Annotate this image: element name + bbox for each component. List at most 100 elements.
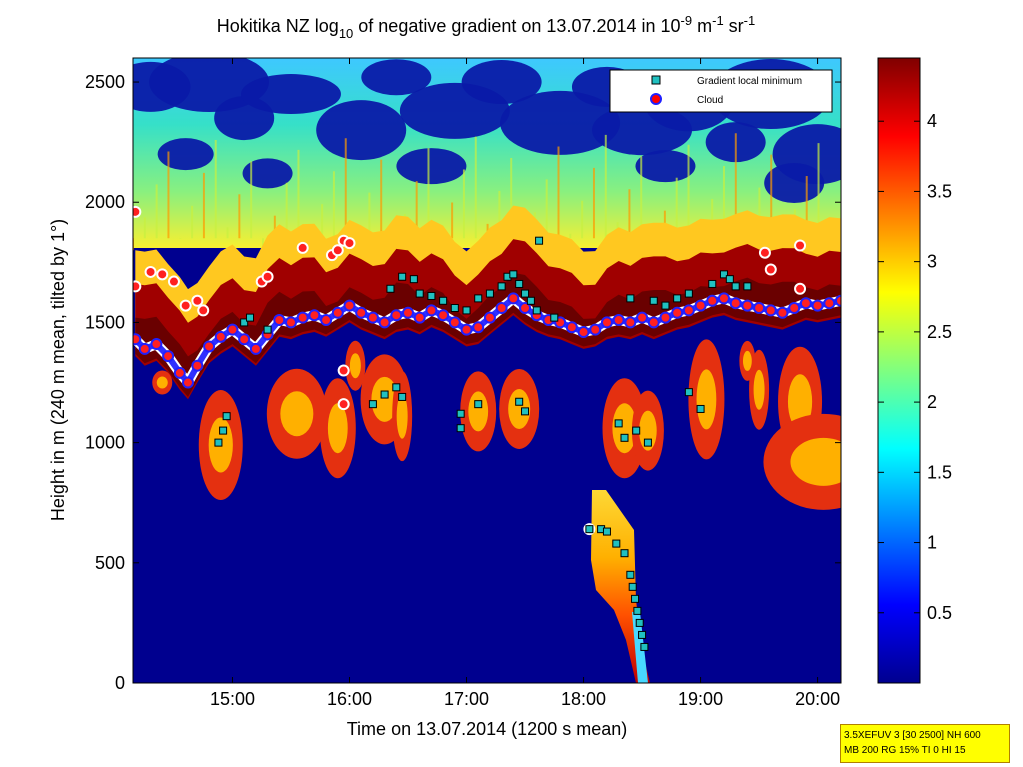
x-tick-label: 15:00 [210, 689, 255, 709]
y-tick-label: 1500 [85, 312, 125, 332]
low-cloud-patch-core [396, 393, 408, 439]
gradient-minimum-marker [535, 236, 544, 245]
cloud-marker [682, 304, 695, 317]
colorbar-tick-label: 3 [927, 252, 937, 272]
gradient-minimum-marker [612, 539, 621, 548]
info-line-2: MB 200 RG 15% TI 0 HI 15 [844, 745, 966, 756]
low-cloud-patch-core [156, 376, 168, 389]
gradient-minimum-marker [368, 400, 377, 409]
cloud-marker [296, 311, 309, 324]
gradient-minimum-marker [439, 296, 448, 305]
gradient-minimum-marker [450, 304, 459, 312]
cloud-marker [647, 316, 660, 329]
cloud-marker [182, 376, 195, 389]
y-tick-label: 2000 [85, 192, 125, 212]
x-tick-label: 20:00 [795, 689, 840, 709]
cloud-marker [741, 299, 754, 312]
cloud-marker [179, 299, 192, 312]
low-cloud-patch-core [639, 410, 657, 451]
cloud-marker [203, 340, 216, 353]
title-sub: 10 [339, 26, 353, 41]
title-pre: Hokitika NZ log [217, 16, 339, 36]
low-cloud-patch-core [468, 391, 489, 432]
gradient-minimum-marker [626, 294, 635, 303]
cloud-marker [378, 316, 391, 329]
legend-circle-marker [650, 93, 662, 105]
cloud-marker [823, 297, 836, 310]
gradient-minimum-marker [456, 424, 465, 433]
cloud-marker [811, 299, 824, 312]
x-tick-label: 17:00 [444, 689, 489, 709]
dark-patch [500, 90, 621, 155]
plume-tail [632, 612, 648, 683]
colorbar-tick-label: 1 [927, 533, 937, 553]
gradient-minimum-marker [708, 279, 717, 288]
cloud-marker [273, 314, 286, 327]
cloud-marker [337, 364, 350, 377]
y-tick-label: 500 [95, 553, 125, 573]
gradient-minimum-marker [719, 270, 728, 279]
cloud-marker [659, 311, 672, 324]
cloud-marker [390, 309, 403, 322]
gradient-minimum-marker [640, 642, 649, 651]
colorbar-tick-label: 2.5 [927, 322, 952, 342]
cloud-marker [624, 316, 637, 329]
gradient-minimum-marker [631, 594, 640, 603]
cloud-marker [706, 294, 719, 307]
legend-label-gradient: Gradient local minimum [697, 76, 802, 87]
gradient-minimum-marker [456, 409, 465, 418]
gradient-minimum-marker [635, 618, 644, 627]
cloud-marker [343, 237, 356, 250]
gradient-minimum-marker [638, 630, 647, 639]
cloud-marker [138, 342, 151, 355]
gradient-minimum-marker [474, 400, 483, 409]
cloud-marker [284, 316, 297, 329]
gradient-minimum-markers [214, 236, 752, 651]
dark-patch [396, 148, 467, 185]
title-sr: sr [724, 16, 744, 36]
cloud-marker [331, 306, 344, 319]
low-cloud-patch-core [349, 353, 361, 379]
gradient-minimum-marker [743, 282, 752, 291]
cloud-marker [133, 333, 142, 346]
cloud-marker [437, 309, 450, 322]
gradient-minimum-marker [521, 407, 530, 416]
cloud-marker [343, 299, 356, 312]
cloud-marker [589, 323, 602, 336]
low-cloud-patch-core [508, 388, 531, 429]
gradient-minimum-marker [532, 306, 541, 315]
title-exp2: -1 [712, 13, 724, 28]
dark-patch [157, 138, 214, 171]
gradient-minimum-marker [661, 301, 670, 310]
gradient-minimum-marker [628, 582, 637, 591]
cloud-marker [717, 292, 730, 305]
cloud-marker [600, 316, 613, 329]
legend: Gradient local minimum Cloud [609, 69, 833, 113]
cloud-marker [612, 314, 625, 327]
cloud-marker [729, 297, 742, 310]
cloud-marker [261, 270, 274, 283]
title-exp3: -1 [744, 13, 756, 28]
cloud-marker [214, 330, 227, 343]
gradient-minimum-marker [602, 527, 611, 536]
gradient-minimum-marker [673, 294, 682, 303]
gradient-minimum-marker [214, 438, 223, 447]
gradient-minimum-marker [263, 325, 272, 334]
x-tick-label: 19:00 [678, 689, 723, 709]
cloud-marker [331, 244, 344, 257]
low-cloud-patch-core [612, 403, 637, 454]
cloud-marker [308, 309, 321, 322]
cloud-marker [483, 311, 496, 324]
title-mid: of negative gradient on 13.07.2014 in 10 [353, 16, 680, 36]
gradient-minimum-marker [649, 296, 658, 305]
gradient-minimum-marker [409, 275, 418, 284]
gradient-minimum-marker [427, 291, 436, 300]
info-box: 3.5XEFUV 3 [30 2500] NH 600 MB 200 RG 15… [840, 724, 1010, 763]
cloud-marker [197, 304, 210, 317]
cloud-marker [472, 321, 485, 334]
gradient-minimum-marker [684, 388, 693, 397]
cloud-marker [320, 314, 333, 327]
gradient-minimum-marker [398, 392, 407, 401]
colorbar-tick-label: 3.5 [927, 181, 952, 201]
info-line-1: 3.5XEFUV 3 [30 2500] NH 600 [844, 730, 981, 741]
